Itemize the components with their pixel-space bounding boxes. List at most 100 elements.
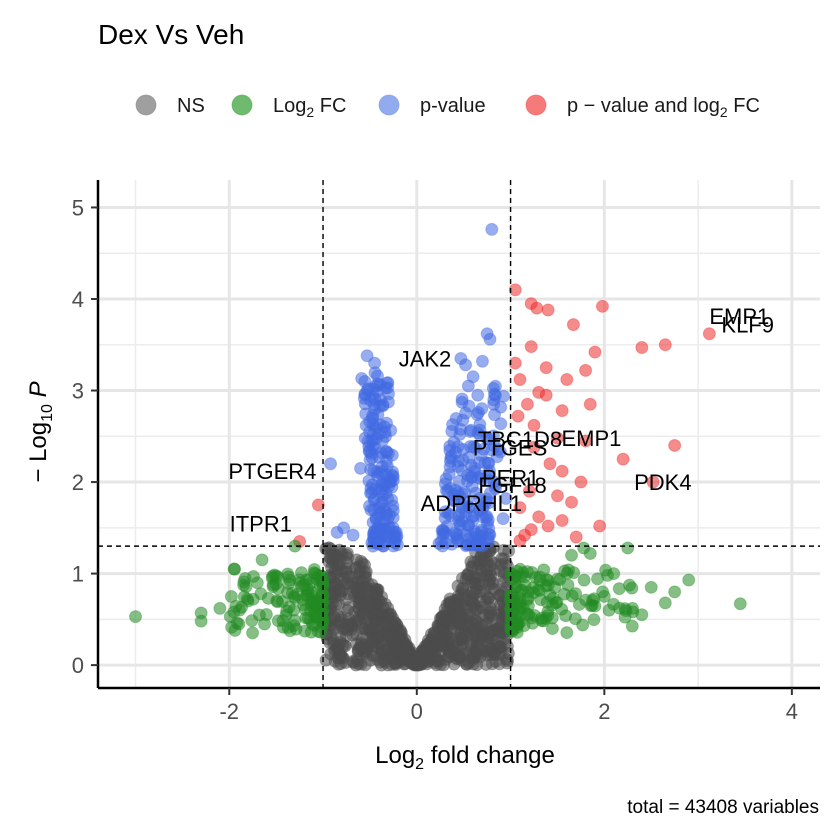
p-value-point bbox=[386, 470, 400, 484]
significant-point bbox=[550, 431, 564, 445]
p-value-point bbox=[447, 488, 461, 502]
fold-change-point bbox=[238, 572, 252, 586]
gene-label: PER1 bbox=[482, 466, 539, 491]
fold-change-point bbox=[579, 593, 593, 607]
significant-point bbox=[646, 475, 660, 489]
fold-change-point bbox=[543, 588, 557, 602]
p-value-point bbox=[497, 389, 511, 403]
p-value-point bbox=[379, 486, 393, 500]
significant-point bbox=[541, 519, 555, 533]
p-value-point bbox=[380, 445, 394, 459]
fold-change-point bbox=[625, 581, 639, 595]
significant-point bbox=[566, 318, 580, 332]
p-value-point bbox=[357, 391, 371, 405]
fold-change-point bbox=[213, 601, 227, 615]
ns-point bbox=[340, 546, 354, 560]
significant-point bbox=[550, 489, 564, 503]
p-value-point bbox=[381, 395, 395, 409]
ns-point bbox=[466, 646, 480, 660]
fold-change-point bbox=[129, 610, 143, 624]
p-value-point bbox=[487, 397, 501, 411]
significant-point bbox=[539, 361, 553, 375]
legend-label-fc: Log2 FC bbox=[273, 95, 346, 120]
ns-point bbox=[386, 611, 400, 625]
significant-point bbox=[588, 345, 602, 359]
fold-change-point bbox=[576, 618, 590, 632]
ns-point bbox=[400, 640, 414, 654]
fold-change-point bbox=[312, 569, 326, 583]
significant-point bbox=[513, 534, 527, 548]
fold-change-point bbox=[521, 592, 535, 606]
p-value-point bbox=[482, 456, 496, 470]
ns-point bbox=[502, 544, 516, 558]
y-tick-label: 1 bbox=[72, 562, 84, 587]
p-value-point bbox=[363, 415, 377, 429]
ns-point bbox=[368, 632, 382, 646]
significant-point bbox=[527, 418, 541, 432]
legend: NS Log2 FC p-value p − value and log2 FC bbox=[135, 94, 760, 120]
fold-change-point bbox=[618, 610, 632, 624]
p-value-point bbox=[452, 508, 466, 522]
x-tick-label: 2 bbox=[598, 699, 610, 724]
fold-change-point bbox=[559, 609, 573, 623]
y-tick-label: 2 bbox=[72, 470, 84, 495]
ns-point bbox=[355, 599, 369, 613]
significant-point bbox=[658, 338, 672, 352]
p-value-point bbox=[471, 388, 485, 402]
ns-point-cloud bbox=[318, 540, 516, 672]
p-value-point bbox=[461, 379, 475, 393]
p-value-point bbox=[371, 377, 385, 391]
gene-label: EMP1 bbox=[709, 304, 769, 329]
p-value-point bbox=[496, 512, 510, 526]
fold-change-point bbox=[537, 563, 551, 577]
p-value-point bbox=[346, 528, 360, 542]
p-value-point bbox=[382, 508, 396, 522]
fold-change-point bbox=[227, 605, 241, 619]
significant-point bbox=[595, 299, 609, 313]
caption: total = 43408 variables bbox=[627, 797, 819, 818]
p-value-point bbox=[470, 538, 484, 552]
ns-point bbox=[483, 642, 497, 656]
significant-point bbox=[668, 438, 682, 452]
ns-point bbox=[484, 605, 498, 619]
fold-change-point bbox=[513, 616, 527, 630]
significant-point bbox=[583, 397, 597, 411]
chart-title: Dex Vs Veh bbox=[98, 19, 244, 50]
gene-label: PDK4 bbox=[634, 470, 691, 495]
ns-point bbox=[501, 646, 515, 660]
significant-point bbox=[635, 341, 649, 355]
ns-point bbox=[358, 658, 372, 672]
ns-point bbox=[355, 621, 369, 635]
p-value-point bbox=[451, 535, 465, 549]
fold-change-point bbox=[541, 608, 555, 622]
gene-label: ADPRHL1 bbox=[421, 491, 522, 516]
fold-change-point bbox=[658, 596, 672, 610]
fold-change-point bbox=[733, 597, 747, 611]
fold-change-point bbox=[281, 621, 295, 635]
fold-change-point bbox=[607, 567, 621, 581]
gene-label: PTGER4 bbox=[228, 459, 316, 484]
fold-change-point bbox=[682, 573, 696, 587]
significant-point bbox=[543, 457, 557, 471]
significant-point bbox=[574, 475, 588, 489]
ns-point bbox=[331, 639, 345, 653]
gene-label: KLF9 bbox=[721, 313, 774, 338]
p-value-point bbox=[438, 477, 452, 491]
fold-change-point bbox=[311, 624, 325, 638]
significant-point bbox=[524, 340, 538, 354]
p-value-point bbox=[482, 432, 496, 446]
significant-point bbox=[532, 510, 546, 524]
significant-point bbox=[565, 495, 579, 509]
p-value-point bbox=[439, 536, 453, 550]
p-value-point bbox=[378, 425, 392, 439]
fold-change-point bbox=[261, 591, 275, 605]
fold-change-point bbox=[250, 576, 264, 590]
ns-point bbox=[455, 632, 469, 646]
ns-point bbox=[466, 657, 480, 671]
ns-point bbox=[355, 585, 369, 599]
fold-change-point bbox=[194, 614, 208, 628]
axes: -2 0 2 4 0 1 2 3 4 5 bbox=[72, 180, 820, 724]
fold-change-point bbox=[602, 603, 616, 617]
ns-point bbox=[460, 608, 474, 622]
